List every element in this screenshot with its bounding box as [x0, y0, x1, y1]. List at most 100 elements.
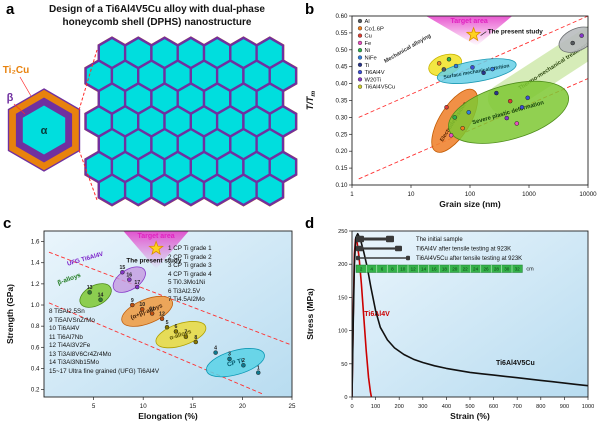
panel-c: β-alloys UFG Ti6Al4V (α+β)-alloys α-alloys C… [0, 215, 300, 429]
scatter-point [452, 115, 457, 120]
legend-label: The initial sample [416, 237, 463, 243]
scatter-point [120, 269, 125, 275]
region-label: Mechanical alloying [383, 33, 432, 65]
label-pointer [19, 76, 32, 97]
honeycomb-cell [123, 173, 153, 207]
y-tick-label: 1.6 [31, 239, 40, 246]
target-area-label: Target area [451, 18, 488, 25]
legend-marker [357, 48, 363, 53]
x-tick-label: 800 [536, 404, 545, 410]
panel-d: Ti6Al4V Ti6Al4V5Cu 0 100 200 300 400 500 600 700 8… [300, 215, 600, 429]
legend-label: Ti6Al4V after tensile testing at 923K [416, 247, 511, 253]
point-number: 8 [194, 335, 197, 341]
point-number: 16 [126, 272, 132, 278]
panel-a-title-line1: Design of a Ti6Al4V5Cu alloy with dual-p… [49, 4, 265, 15]
honeycomb-cell [255, 173, 285, 207]
legend-label: W20Ti [365, 77, 382, 83]
alloy-list-item: 12 Ti4Al3V2Fe [49, 342, 91, 349]
alloy-list-item: 6 Ti3Al2.5V [168, 287, 201, 295]
specimen-icon [386, 235, 394, 243]
panel-b-letter: b [305, 1, 315, 18]
panel-d-letter: d [305, 215, 315, 232]
scatter-point [256, 370, 261, 375]
point-number: 10 [139, 302, 145, 308]
point-number: 5 [166, 320, 169, 326]
specimen-icon [364, 237, 386, 241]
x-axis-title: Elongation (%) [138, 411, 198, 421]
ruler-number: 24 [473, 266, 479, 271]
series-label: Ti6Al4V5Cu [496, 360, 535, 367]
legend-marker [357, 18, 363, 24]
x-tick-label: 20 [239, 403, 246, 410]
y-tick-label: 0.8 [31, 323, 40, 330]
ruler-number: 12 [411, 266, 417, 271]
y-tick-label: 0.50 [335, 47, 348, 54]
point-number: 9 [131, 298, 134, 304]
alloy-list-item: 15~17 Ultra fine grained (UFG) Ti6Al4V [49, 367, 160, 375]
scatter-point [470, 65, 475, 70]
point-number: 14 [98, 293, 104, 299]
ruler-unit: cm [526, 267, 534, 273]
legend-label: Al [365, 19, 370, 25]
honeycomb-cell [150, 173, 180, 207]
point-number: 17 [134, 280, 140, 286]
x-tick-label: 200 [395, 404, 404, 410]
x-tick-label: 5 [92, 403, 96, 410]
x-tick-label: 400 [442, 404, 451, 410]
scatter-point [164, 324, 170, 330]
y-tick-label: 0.25 [335, 131, 348, 138]
y-tick-label: 200 [338, 262, 347, 268]
x-tick-label: 1 [350, 191, 354, 198]
scatter-point [448, 133, 454, 138]
scatter-point [466, 110, 471, 115]
scatter-point [149, 311, 155, 316]
point-number: 6 [174, 324, 177, 330]
alloy-list-item: 4 CP Ti grade 4 [168, 270, 212, 278]
ruler-number: 18 [442, 266, 448, 271]
y-tick-label: 0.60 [335, 13, 348, 20]
ruler-number: 8 [391, 266, 394, 271]
ruler-number: 16 [431, 266, 437, 271]
legend-marker [357, 55, 363, 60]
specimen-icon [395, 245, 402, 252]
scatter-point [436, 61, 442, 66]
ruler-number: 2 [360, 266, 363, 271]
scatter-point [525, 95, 530, 101]
panel-c-letter: c [3, 215, 12, 232]
scatter-point [139, 306, 145, 312]
scatter-point [570, 40, 575, 46]
plot-frame [43, 230, 293, 398]
legend-label: Co1.6P [365, 26, 384, 32]
present-study-label: The present study [126, 258, 181, 265]
x-tick-label: 100 [371, 404, 380, 410]
alloy-list-item: 1 CP Ti grade 1 [168, 245, 212, 252]
ruler-number: 26 [483, 266, 489, 271]
beta-label: β [7, 92, 14, 104]
x-tick-label: 10 [140, 403, 147, 410]
point-number: 15 [119, 265, 125, 271]
ruler-number: 10 [400, 266, 406, 271]
scatter-point [193, 339, 199, 345]
ruler-number: 14 [421, 266, 427, 271]
specimen-icon [356, 235, 364, 243]
legend-label: Ti6Al4V5Cu after tensile testing at 923K [416, 256, 522, 262]
x-tick-label: 500 [465, 404, 474, 410]
x-tick-label: 0 [350, 404, 353, 410]
honeycomb-cell [97, 173, 127, 207]
point-number: 12 [159, 312, 165, 318]
region-ellipse [121, 295, 174, 327]
scatter-point [241, 363, 246, 368]
y-tick-label: 0.45 [335, 64, 348, 71]
legend-label: Cu [365, 34, 372, 40]
scatter-point [130, 302, 135, 308]
y-tick-label: 1.0 [31, 302, 40, 309]
alloy-list-item: 7 Ti4.5Al2Mo [168, 296, 205, 303]
legend-label: Fe [365, 41, 372, 47]
y-tick-label: 0.30 [335, 114, 348, 121]
x-tick-label: 1000 [582, 404, 594, 410]
alloy-list-item: 2 CP Ti grade 2 [168, 253, 212, 261]
region-label: CP Ti [226, 357, 244, 368]
